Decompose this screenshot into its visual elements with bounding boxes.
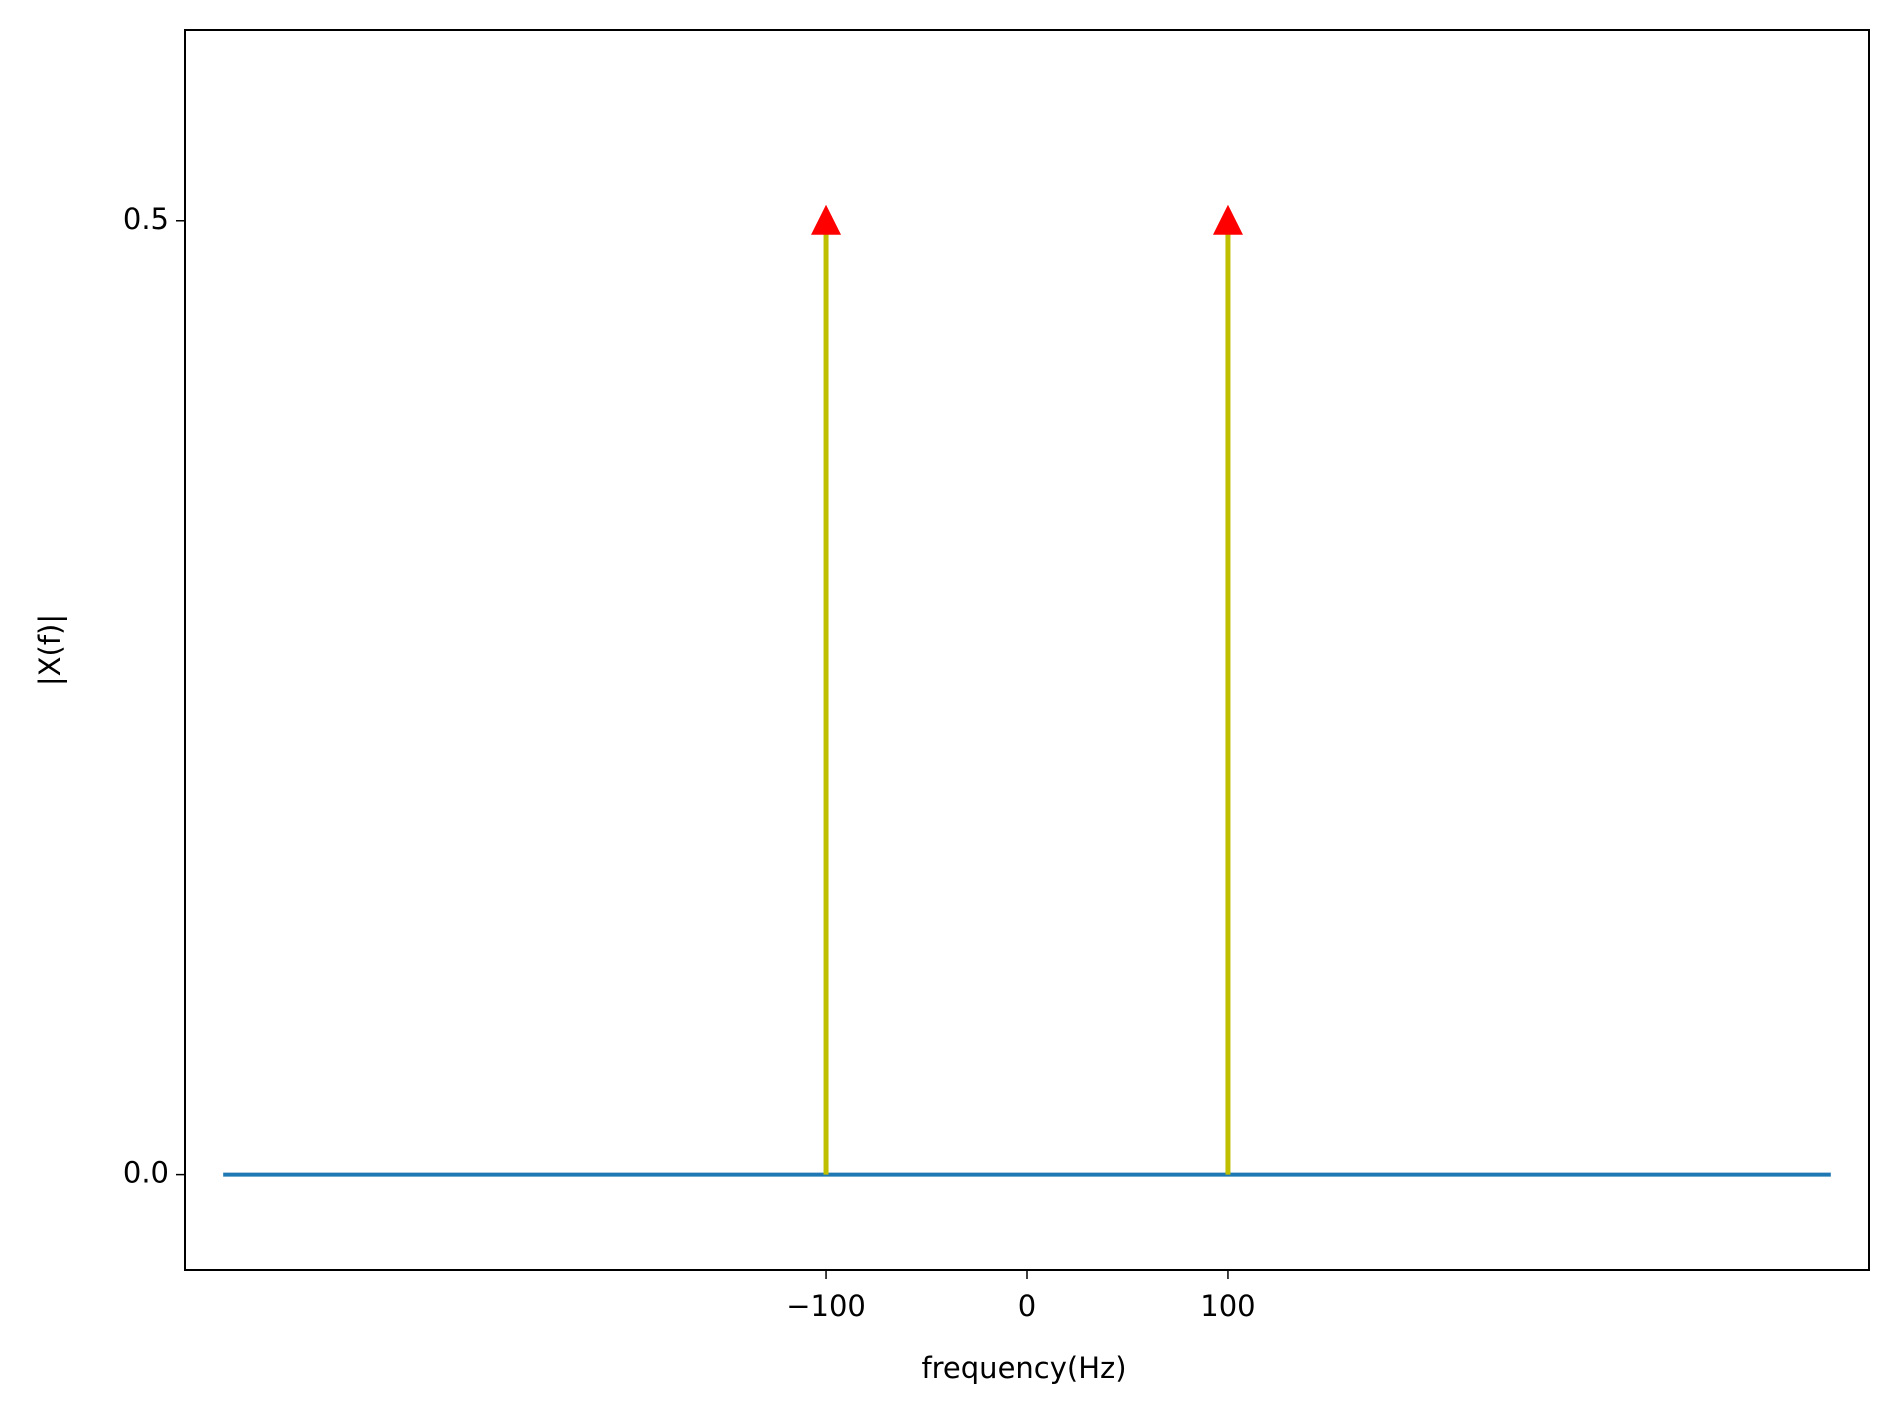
- y-axis-label: |X(f)|: [33, 614, 67, 686]
- y-tick-label: 0.0: [123, 1156, 169, 1190]
- x-axis-label: frequency(Hz): [921, 1351, 1126, 1385]
- x-tick-label: 0: [1018, 1289, 1036, 1323]
- y-tick-label: 0.5: [123, 202, 169, 236]
- x-tick-label: 100: [1200, 1289, 1255, 1323]
- stem-marker: [811, 204, 842, 235]
- stem-marker: [1212, 204, 1243, 235]
- plot-frame: [184, 29, 1870, 1271]
- x-tick-label: −100: [786, 1289, 866, 1323]
